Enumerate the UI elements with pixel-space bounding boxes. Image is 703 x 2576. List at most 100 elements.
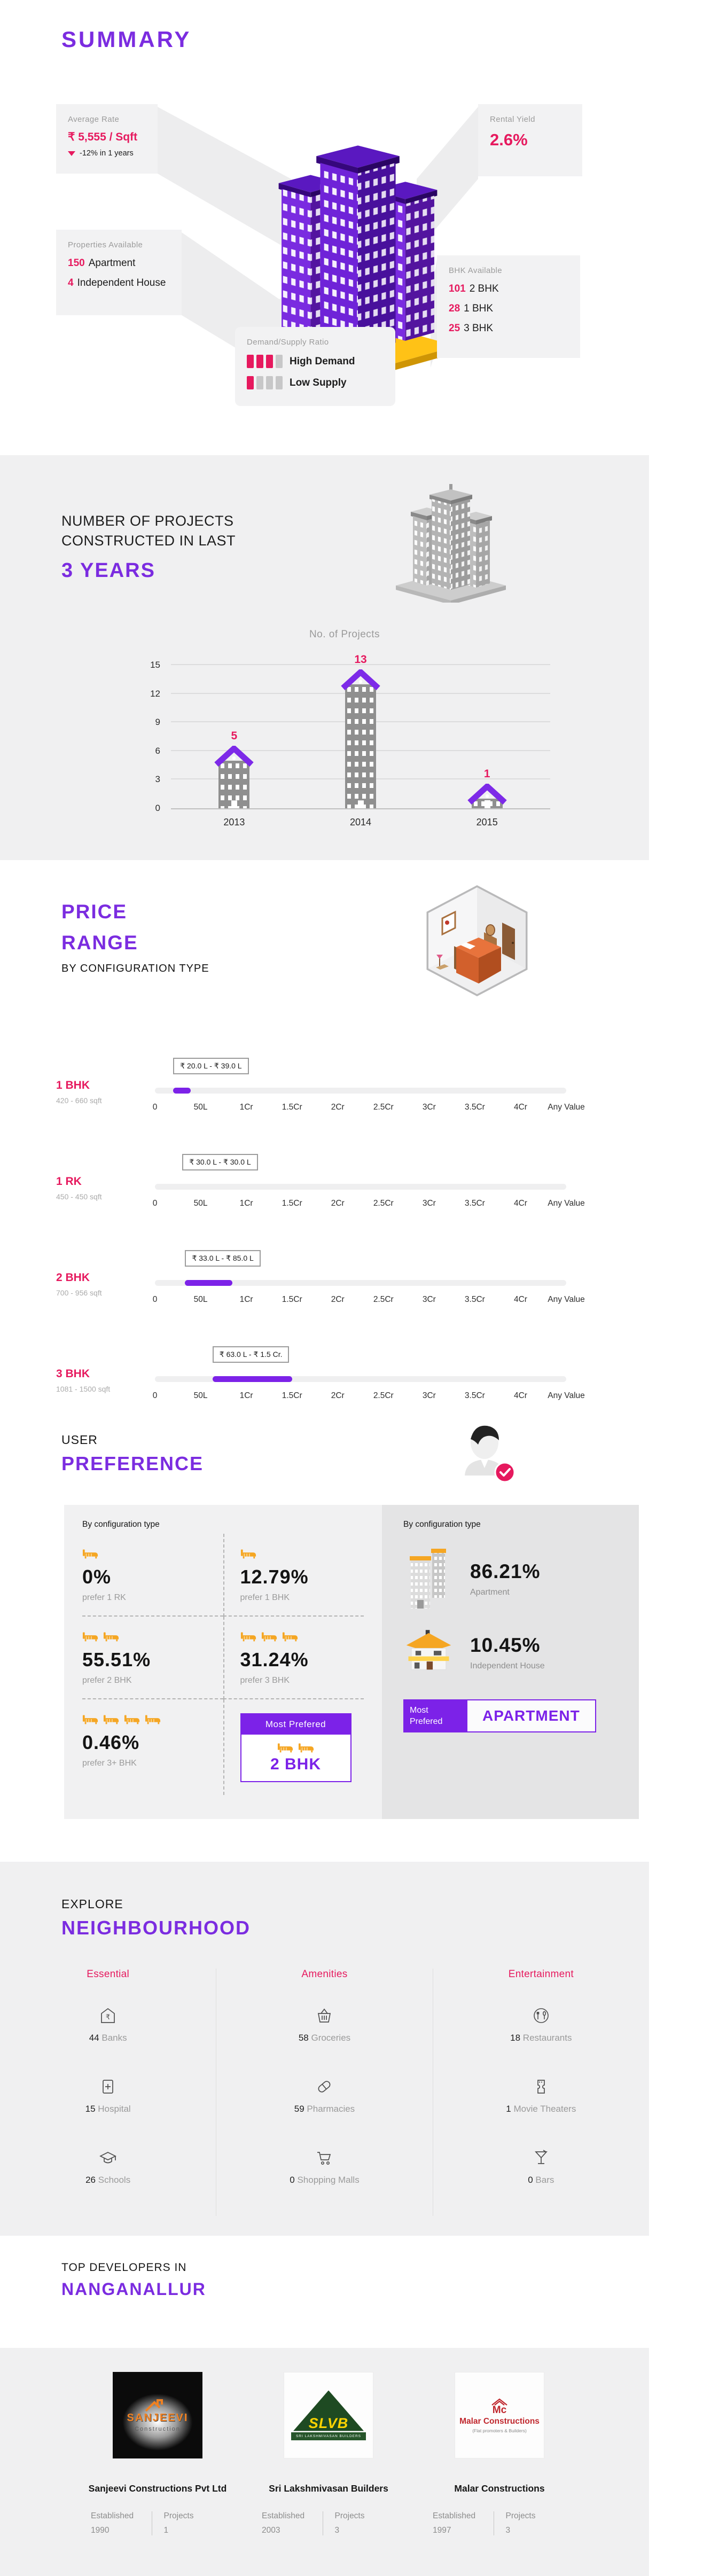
preference-percent: 0% [82,1566,112,1588]
developer-name[interactable]: Sri Lakshmivasan Builders [269,2483,388,2494]
ratio-bar [256,355,263,368]
bhk-label: 3 BHK [464,323,494,334]
property-type-stat: 86.21% Apartment [403,1549,618,1609]
price-scale-tick-label: 3Cr [422,1103,436,1112]
config-type-label: 3 BHK [56,1368,90,1380]
price-range-fill[interactable] [185,1280,233,1286]
neighbourhood-column-essential: Essential ₹ 44 Banks 15 Hospital 26 Scho… [0,1969,216,2216]
price-range-tooltip: ₹ 20.0 L - ₹ 39.0 L [173,1058,249,1074]
bed-icons [82,1630,217,1642]
building-bar-body [345,684,376,808]
price-range-track[interactable] [155,1376,566,1382]
neighbourhood-item: 0 Bars [433,2145,649,2216]
preference-cell: 0% prefer 1 RK [82,1534,223,1617]
price-scale-tick-label: 1.5Cr [282,1103,302,1112]
price-scale-tick-label: 1.5Cr [282,1295,302,1304]
building-bar: 5 [214,730,254,808]
developer-logo[interactable]: SANJEEVI Construction [113,2372,202,2458]
demand-supply-legend-row: High Demand [247,355,384,368]
developer-name[interactable]: Malar Constructions [454,2483,545,2494]
developer-name[interactable]: Sanjeevi Constructions Pvt Ltd [88,2483,227,2494]
property-type-stat: 10.45% Independent House [403,1628,618,1677]
price-slider: ₹ 20.0 L - ₹ 39.0 L 0 50L 1Cr 1.5Cr 2Cr 2.5Cr 3… [152,1042,585,1117]
neighbourhood-label: Shopping Malls [297,2175,360,2185]
bed-icons [240,1630,358,1642]
demand-supply-label: Demand/Supply Ratio [247,338,329,347]
projects-label: Projects [334,2511,365,2520]
projects-label: Projects [505,2511,536,2520]
ratio-bars-icon [247,376,283,389]
bed-icon [82,1632,98,1642]
bhk-count: 25 [449,323,460,334]
price-scale-tick-label: 2Cr [331,1199,345,1208]
sqft-range-label: 700 - 956 sqft [56,1289,102,1297]
established-value: 1997 [433,2526,451,2535]
price-scale-ticks: 0 50L 1Cr 1.5Cr 2Cr 2.5Cr 3Cr 3.5Cr 4Cr Any Value [152,1103,585,1113]
neighbourhood-item: 58 Groceries [216,2003,432,2074]
bed-icon [298,1743,314,1753]
price-range-fill[interactable] [173,1088,191,1094]
price-range-fill[interactable] [212,1376,292,1382]
price-scale-tick-label: 0 [152,1103,158,1112]
neighbourhood-label: Groceries [311,2033,351,2043]
projects-heading-highlight: 3 YEARS [61,559,155,582]
ratio-bar [256,376,263,389]
developer-logo[interactable]: Mc Malar Constructions (Flat promoters & B… [455,2372,544,2458]
price-slider-row: 2 BHK 700 - 956 sqft ₹ 33.0 L - ₹ 85.0 L 0 5… [56,1234,596,1320]
bhk-label: 1 BHK [464,303,494,314]
neighbourhood-category-title: Amenities [301,1969,348,1980]
price-scale-tick-label: 50L [193,1295,208,1304]
ratio-bar [276,376,283,389]
roof-graphic-icon [491,2398,507,2406]
independent-house-icon [406,1630,451,1670]
price-slider-row: 1 BHK 420 - 660 sqft ₹ 20.0 L - ₹ 39.0 L 0 5… [56,1042,596,1127]
property-label: Independent House [77,277,166,288]
config-type-label: 2 BHK [56,1271,90,1284]
developer-logo-monogram: Mc [492,2404,507,2416]
developer-logo[interactable]: SLVB SRI LAKSHMIVASAN BUILDERS [284,2372,373,2458]
price-scale-tick-label: 4Cr [513,1391,527,1400]
price-scale-tick-label: 0 [152,1199,158,1208]
developer-logo-subtext: Construction [135,2426,181,2432]
neighbourhood-label: Pharmacies [307,2104,355,2114]
bar-value-label: 1 [483,768,490,780]
neighbourhood-count: 44 [89,2033,102,2043]
rental-yield-label: Rental Yield [490,115,535,124]
price-range-track[interactable] [155,1088,566,1094]
price-scale-ticks: 0 50L 1Cr 1.5Cr 2Cr 2.5Cr 3Cr 3.5Cr 4Cr Any Value [152,1199,585,1209]
developer-card: SLVB SRI LAKSHMIVASAN BUILDERS Sri Lakshmi… [243,2372,414,2535]
property-type-label: Independent House [470,1661,545,1671]
preference-percent: 31.24% [240,1649,309,1671]
neighbourhood-heading-line2: NEIGHBOURHOOD [61,1917,251,1939]
established-label: Established [262,2511,305,2520]
developer-meta: Established 2003 Projects 3 [262,2511,395,2535]
ratio-bar [247,376,254,389]
most-preferred-config-value: 2 BHK [270,1755,321,1773]
left-panel-header: By configuration type [82,1520,160,1529]
average-rate-label: Average Rate [68,115,120,124]
preference-by-property-panel: By configuration type 86.21% Apartment 10… [382,1505,639,1819]
most-preferred-body: 2 BHK [241,1735,350,1781]
developers-heading-line1: TOP DEVELOPERS IN [61,2261,187,2274]
projects-block: Projects 3 [493,2511,567,2535]
apartment-building-icon [409,1549,446,1609]
neighbourhood-item: 1 Movie Theaters [433,2074,649,2145]
bar-icon [534,2150,548,2164]
properties-available-label: Properties Available [68,240,143,249]
projects-section: NUMBER OF PROJECTS CONSTRUCTED IN LAST 3… [0,455,649,860]
projects-bar-chart: No. of Projects 0 3 6 9 12 15 5 13 1 2013 2014 201… [123,629,566,828]
neighbourhood-count: 26 [85,2175,98,2185]
building-bar-body [471,799,503,808]
price-range-track[interactable] [155,1280,566,1286]
ratio-bar [266,376,273,389]
neighbourhood-category-title: Essential [87,1969,130,1980]
price-scale-tick-label: 3.5Cr [464,1295,485,1304]
price-range-track[interactable] [155,1184,566,1190]
developer-card: SANJEEVI Construction Sanjeevi Constructio… [72,2372,243,2535]
price-scale-tick-label: Any Value [548,1103,585,1112]
price-scale-tick-label: 1Cr [239,1199,253,1208]
movie-theater-icon [537,2080,545,2094]
property-count: 150 [68,257,85,269]
bhk-available-label: BHK Available [449,266,502,275]
ratio-bar [266,355,273,368]
